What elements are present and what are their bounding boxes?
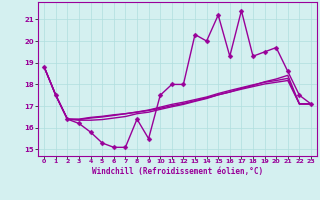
X-axis label: Windchill (Refroidissement éolien,°C): Windchill (Refroidissement éolien,°C)	[92, 167, 263, 176]
